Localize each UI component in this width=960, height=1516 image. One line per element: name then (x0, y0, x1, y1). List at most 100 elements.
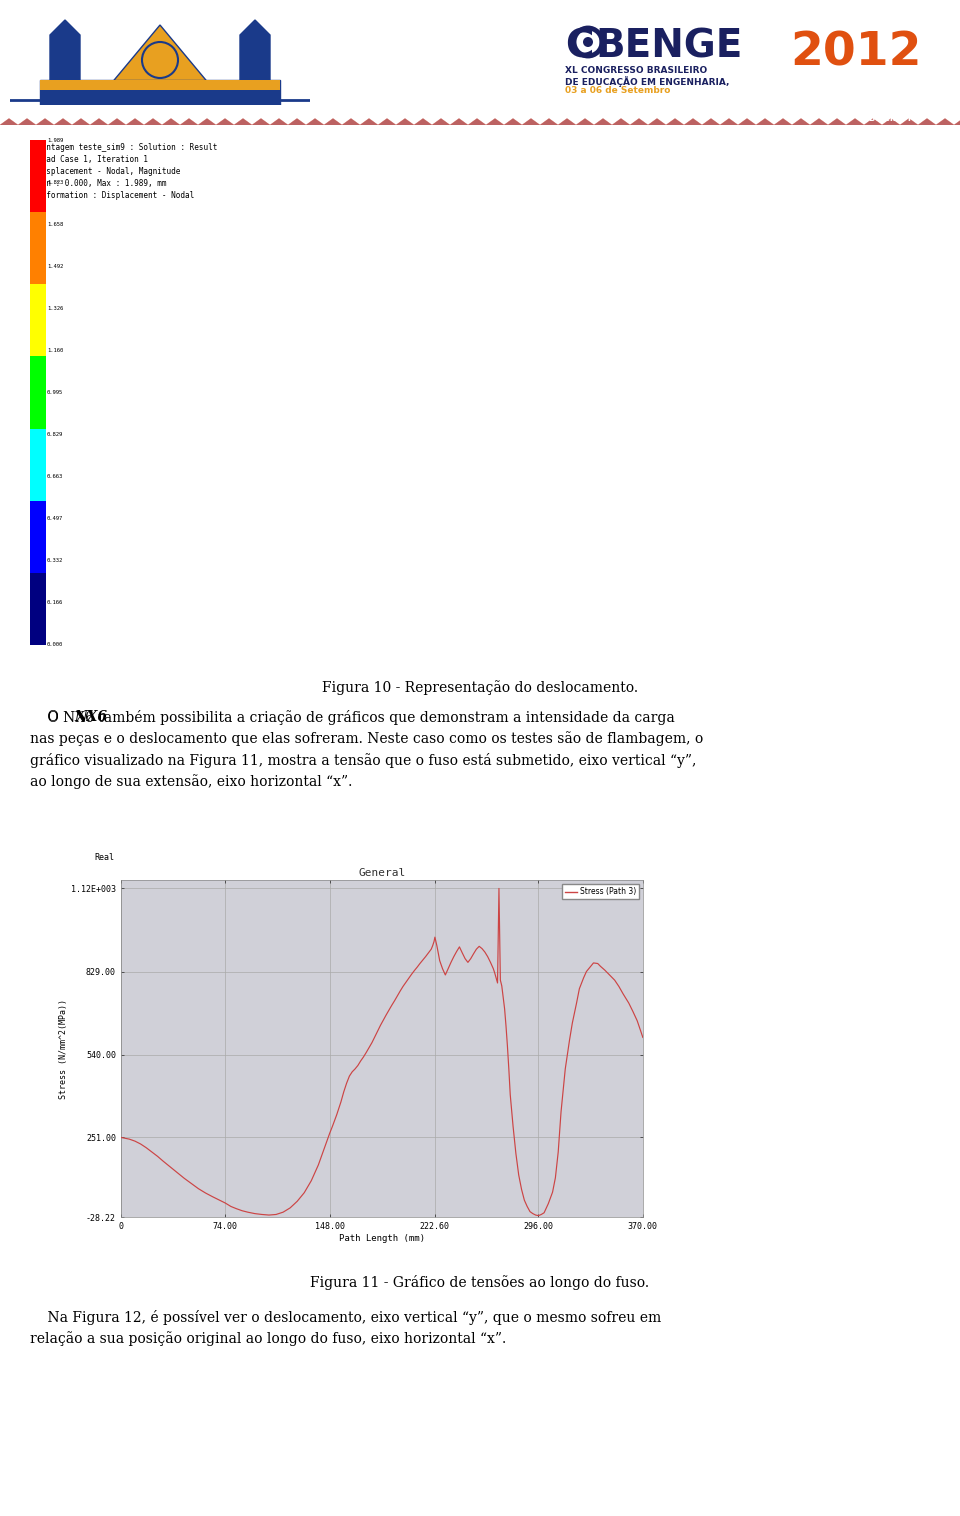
Polygon shape (738, 118, 756, 132)
FancyBboxPatch shape (30, 573, 46, 644)
Text: 1.492: 1.492 (47, 264, 63, 268)
Text: Real: Real (95, 854, 115, 863)
Text: Montagem teste_sim9 : Solution : Result
Load Case 1, Iteration 1
Displacement - : Montagem teste_sim9 : Solution : Result … (37, 144, 217, 200)
Text: 1.658: 1.658 (47, 221, 63, 227)
FancyBboxPatch shape (30, 285, 46, 356)
FancyBboxPatch shape (30, 500, 46, 573)
Polygon shape (252, 118, 270, 132)
Text: NX6: NX6 (74, 709, 107, 725)
Polygon shape (18, 118, 36, 132)
Polygon shape (486, 118, 504, 132)
Legend: Stress (Path 3): Stress (Path 3) (563, 884, 639, 899)
Polygon shape (666, 118, 684, 132)
Polygon shape (396, 118, 414, 132)
Polygon shape (198, 118, 216, 132)
Polygon shape (378, 118, 396, 132)
X-axis label: Path Length (mm): Path Length (mm) (339, 1234, 425, 1243)
Polygon shape (648, 118, 666, 132)
Polygon shape (40, 80, 280, 89)
Polygon shape (50, 20, 80, 105)
Polygon shape (414, 118, 432, 132)
Text: 0.663: 0.663 (47, 475, 63, 479)
Text: Na Figura 12, é possível ver o deslocamento, eixo vertical “y”, que o mesmo sofr: Na Figura 12, é possível ver o deslocame… (30, 1310, 661, 1346)
Polygon shape (540, 118, 558, 132)
Text: 1.823: 1.823 (47, 179, 63, 185)
Text: DE EDUCAÇÃO EM ENGENHARIA,: DE EDUCAÇÃO EM ENGENHARIA, (565, 76, 730, 86)
Polygon shape (36, 118, 54, 132)
Polygon shape (126, 118, 144, 132)
Polygon shape (162, 118, 180, 132)
Polygon shape (0, 118, 18, 132)
Polygon shape (918, 118, 936, 132)
FancyBboxPatch shape (30, 139, 46, 212)
Text: 0.829: 0.829 (47, 432, 63, 437)
Text: 03 a 06 de Setembro: 03 a 06 de Setembro (565, 86, 670, 96)
Text: C: C (565, 27, 593, 67)
Polygon shape (954, 118, 960, 132)
Title: General: General (358, 869, 405, 878)
Polygon shape (882, 118, 900, 132)
Polygon shape (900, 118, 918, 132)
Polygon shape (72, 118, 90, 132)
Polygon shape (864, 118, 882, 132)
Polygon shape (306, 118, 324, 132)
Text: 0.332: 0.332 (47, 558, 63, 564)
Polygon shape (846, 118, 864, 132)
Polygon shape (792, 118, 810, 132)
Circle shape (583, 36, 593, 47)
Text: Figura 10 - Representação do deslocamento.: Figura 10 - Representação do deslocament… (322, 681, 638, 694)
Polygon shape (216, 118, 234, 132)
Text: O: O (30, 709, 63, 725)
Polygon shape (180, 118, 198, 132)
Polygon shape (342, 118, 360, 132)
Polygon shape (234, 118, 252, 132)
Polygon shape (40, 80, 280, 105)
Polygon shape (108, 118, 126, 132)
Text: 2012: 2012 (790, 30, 922, 74)
Text: 1.989: 1.989 (47, 138, 63, 143)
Polygon shape (432, 118, 450, 132)
Text: 0.995: 0.995 (47, 390, 63, 396)
Polygon shape (90, 118, 108, 132)
Polygon shape (450, 118, 468, 132)
Polygon shape (594, 118, 612, 132)
Text: 1.160: 1.160 (47, 347, 63, 353)
Polygon shape (288, 118, 306, 132)
Text: O NX6 também possibilita a criação de gráficos que demonstram a intensidade da c: O NX6 também possibilita a criação de gr… (30, 709, 704, 790)
Text: 1.326: 1.326 (47, 306, 63, 311)
Polygon shape (558, 118, 576, 132)
Polygon shape (612, 118, 630, 132)
Polygon shape (756, 118, 774, 132)
Y-axis label: Stress (N/mm^2(MPa)): Stress (N/mm^2(MPa)) (60, 999, 68, 1099)
Polygon shape (504, 118, 522, 132)
FancyBboxPatch shape (30, 212, 46, 285)
Polygon shape (144, 118, 162, 132)
Circle shape (142, 42, 178, 77)
Polygon shape (468, 118, 486, 132)
Text: Figura 11 - Gráfico de tensões ao longo do fuso.: Figura 11 - Gráfico de tensões ao longo … (310, 1275, 650, 1290)
Polygon shape (828, 118, 846, 132)
Polygon shape (360, 118, 378, 132)
Polygon shape (270, 118, 288, 132)
Polygon shape (54, 118, 72, 132)
FancyBboxPatch shape (30, 356, 46, 429)
Text: XL CONGRESSO BRASILEIRO: XL CONGRESSO BRASILEIRO (565, 67, 708, 74)
Polygon shape (110, 24, 210, 85)
Polygon shape (324, 118, 342, 132)
Polygon shape (684, 118, 702, 132)
Text: BENGE: BENGE (595, 27, 742, 67)
FancyBboxPatch shape (30, 429, 46, 500)
Polygon shape (522, 118, 540, 132)
Text: Belém - PA: Belém - PA (869, 114, 920, 123)
Polygon shape (936, 118, 954, 132)
Polygon shape (810, 118, 828, 132)
Polygon shape (630, 118, 648, 132)
Polygon shape (240, 20, 270, 105)
Text: 0.166: 0.166 (47, 600, 63, 605)
Text: 0.497: 0.497 (47, 517, 63, 522)
Text: 0.000: 0.000 (47, 643, 63, 647)
Polygon shape (774, 118, 792, 132)
Polygon shape (720, 118, 738, 132)
Polygon shape (576, 118, 594, 132)
Polygon shape (702, 118, 720, 132)
